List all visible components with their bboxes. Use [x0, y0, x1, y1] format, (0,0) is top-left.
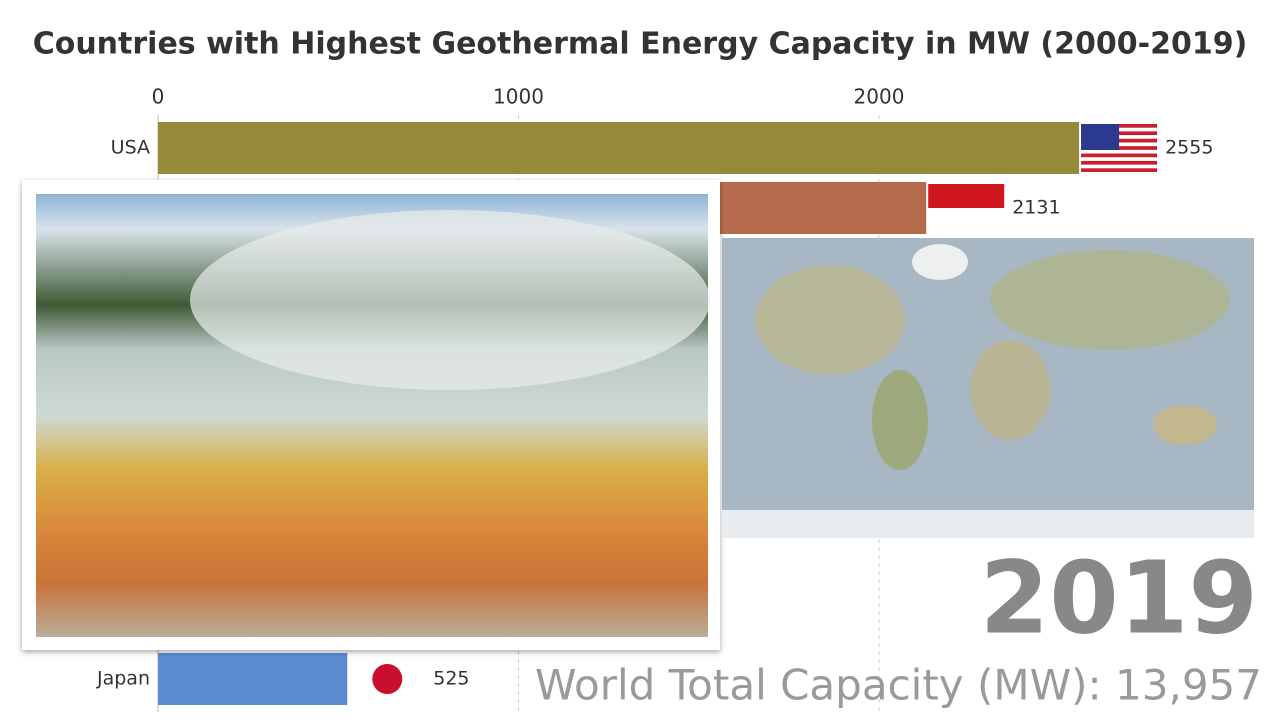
x-tick-label: 0 [152, 85, 165, 109]
x-tick-label: 1000 [493, 85, 544, 109]
bar [158, 122, 1080, 174]
world-map [722, 238, 1254, 538]
value-label: 525 [433, 668, 469, 690]
flag-red [928, 184, 1005, 208]
flag-stripe [1081, 153, 1158, 158]
bar [158, 653, 348, 705]
category-label: USA [111, 137, 150, 159]
flag-disc [372, 664, 403, 694]
flag-stripe [1081, 168, 1158, 172]
value-label: 2131 [1012, 197, 1060, 219]
photo [22, 180, 720, 650]
chart-title: Countries with Highest Geothermal Energy… [33, 27, 1248, 62]
x-tick-label: 2000 [854, 85, 905, 109]
year-label: 2019 [980, 539, 1258, 656]
flag-stripe [1081, 160, 1158, 165]
world-total: World Total Capacity (MW): 13,957 [535, 661, 1262, 710]
flag-canton [1081, 124, 1120, 150]
value-label: 2555 [1165, 137, 1213, 159]
category-label: Japan [96, 668, 150, 690]
